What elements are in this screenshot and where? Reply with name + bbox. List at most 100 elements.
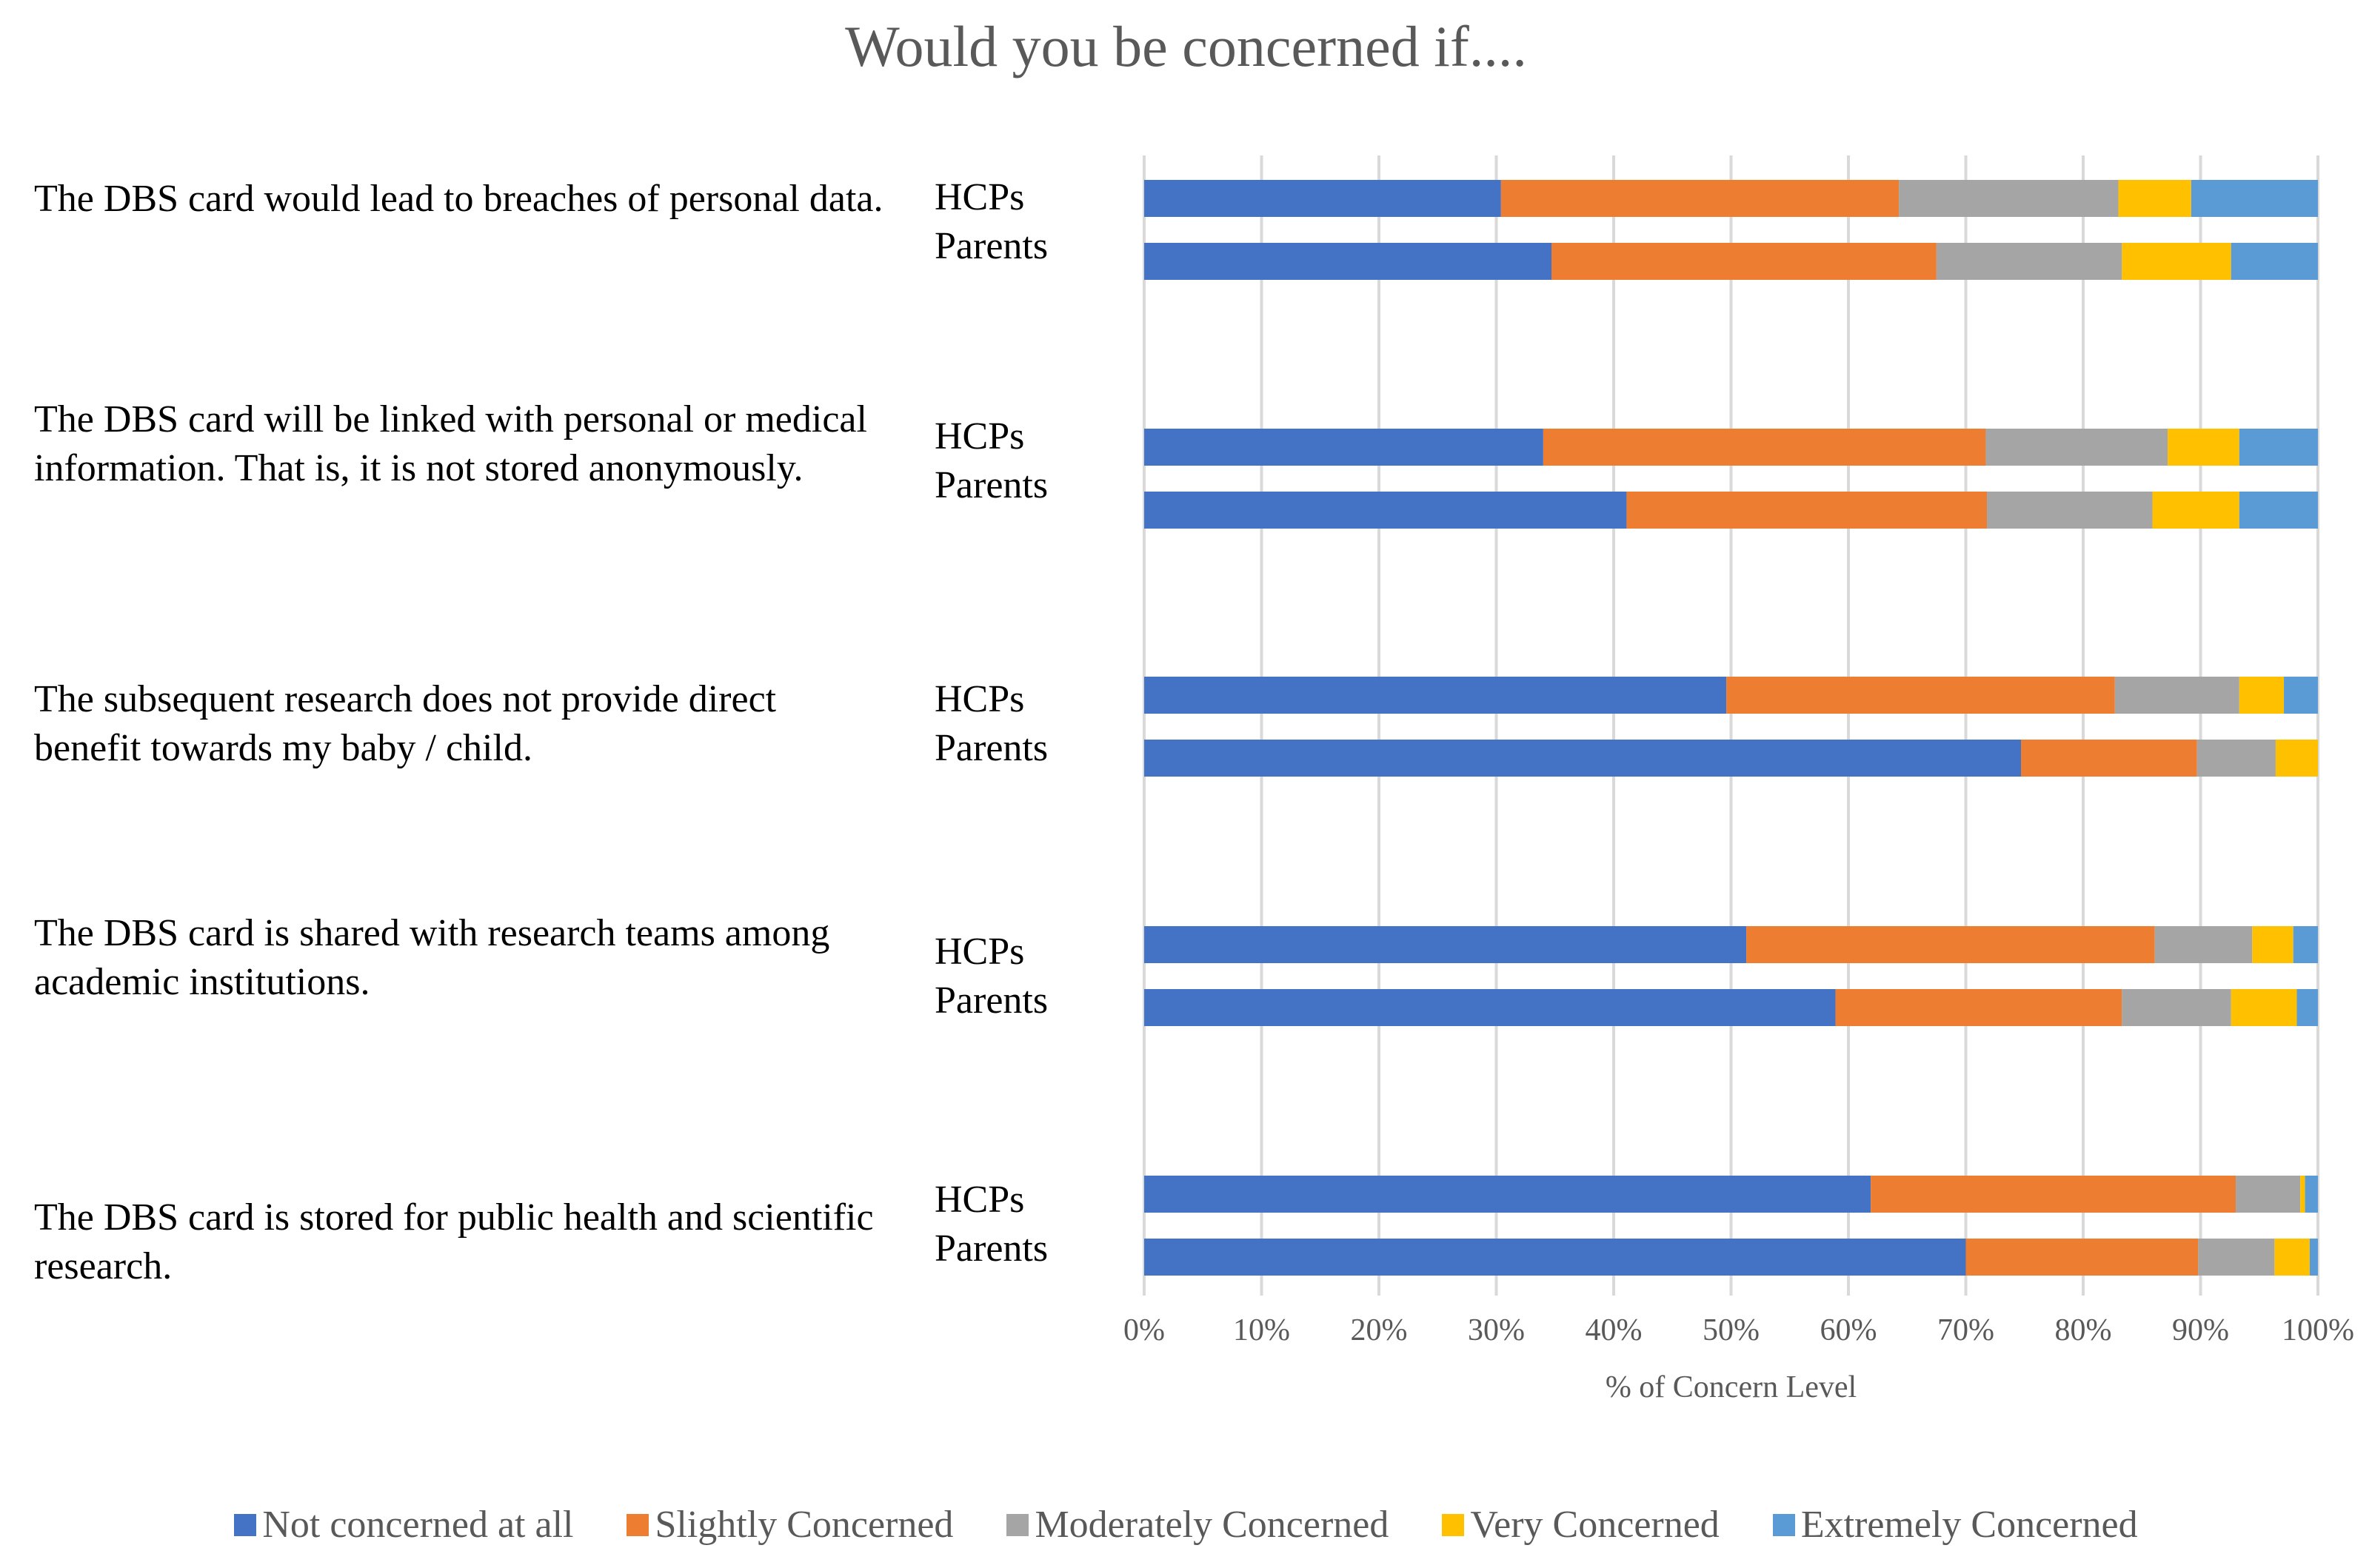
legend-label: Slightly Concerned bbox=[655, 1504, 954, 1546]
legend-item: Slightly Concerned bbox=[627, 1503, 953, 1547]
x-tick-label: 50% bbox=[1703, 1313, 1760, 1347]
bar-segment-moderately-concerned bbox=[1987, 492, 2153, 529]
legend-item: Extremely Concerned bbox=[1772, 1503, 2138, 1547]
question-label: The DBS card will be linked with persona… bbox=[34, 398, 867, 489]
bar-segment-moderately-concerned bbox=[1985, 429, 2168, 466]
bar-segment-not-concerned-at-all bbox=[1144, 492, 1627, 529]
legend: Not concerned at all Slightly Concerned Mo… bbox=[0, 1503, 2372, 1547]
respondent-group-labels: HCPs Parents bbox=[935, 1176, 1048, 1273]
respondent-group-label: HCPs bbox=[935, 931, 1025, 973]
bar-segment-extremely-concerned bbox=[2239, 429, 2318, 466]
bar-segment-not-concerned-at-all bbox=[1144, 243, 1551, 280]
x-tick-label: 40% bbox=[1586, 1313, 1643, 1347]
bar-segment-very-concerned bbox=[2122, 243, 2231, 280]
bar-segment-slightly-concerned bbox=[1726, 677, 2115, 714]
legend-label: Not concerned at all bbox=[262, 1504, 574, 1546]
respondent-group-label: Parents bbox=[935, 225, 1049, 267]
respondent-group-labels: HCPs Parents bbox=[935, 675, 1048, 773]
legend-item: Not concerned at all bbox=[234, 1503, 573, 1547]
legend-label: Very Concerned bbox=[1470, 1504, 1720, 1546]
bar-segment-extremely-concerned bbox=[2191, 180, 2318, 217]
bar-segment-extremely-concerned bbox=[2231, 243, 2318, 280]
respondent-group-labels: HCPs Parents bbox=[935, 412, 1048, 510]
bar-segment-very-concerned bbox=[2275, 740, 2318, 777]
x-tick-label: 90% bbox=[2172, 1313, 2229, 1347]
question-label: The subsequent research does not provide… bbox=[34, 678, 777, 769]
bar-segment-very-concerned bbox=[2168, 429, 2239, 466]
x-tick-label: 70% bbox=[1937, 1313, 1994, 1347]
x-tick-label: 60% bbox=[1820, 1313, 1877, 1347]
bar-segment-very-concerned bbox=[2239, 677, 2285, 714]
respondent-group-label: Parents bbox=[935, 979, 1049, 1022]
bar-segment-very-concerned bbox=[2118, 180, 2191, 217]
bar-segment-very-concerned bbox=[2274, 1239, 2310, 1276]
bar-segment-very-concerned bbox=[2300, 1176, 2305, 1213]
bar-segment-not-concerned-at-all bbox=[1144, 1239, 1966, 1276]
bar-segment-moderately-concerned bbox=[2154, 926, 2253, 963]
legend-label: Moderately Concerned bbox=[1035, 1504, 1389, 1546]
bar-segment-slightly-concerned bbox=[2020, 740, 2197, 777]
legend-label: Extremely Concerned bbox=[1800, 1504, 2138, 1546]
bar-segment-slightly-concerned bbox=[1551, 243, 1937, 280]
x-tick-label: 10% bbox=[1233, 1313, 1290, 1347]
bar-segment-slightly-concerned bbox=[1626, 492, 1988, 529]
bar-segment-extremely-concerned bbox=[2296, 989, 2318, 1026]
bar-segment-moderately-concerned bbox=[1899, 180, 2119, 217]
bar-segment-moderately-concerned bbox=[2122, 989, 2231, 1026]
respondent-group-labels: HCPs Parents bbox=[935, 173, 1048, 271]
legend-item: Very Concerned bbox=[1442, 1503, 1720, 1547]
legend-item: Moderately Concerned bbox=[1006, 1503, 1389, 1547]
respondent-group-labels: HCPs Parents bbox=[935, 928, 1048, 1025]
bar-segment-moderately-concerned bbox=[2114, 677, 2239, 714]
bar-segment-not-concerned-at-all bbox=[1144, 740, 2021, 777]
respondent-group-label: Parents bbox=[935, 727, 1049, 769]
question-label: The DBS card is stored for public health… bbox=[34, 1196, 874, 1287]
x-tick-label: 80% bbox=[2055, 1313, 2112, 1347]
bar-segment-slightly-concerned bbox=[1543, 429, 1986, 466]
bar-segment-extremely-concerned bbox=[2284, 677, 2318, 714]
bar-segment-moderately-concerned bbox=[1936, 243, 2122, 280]
bar-segment-moderately-concerned bbox=[2236, 1176, 2301, 1213]
bar-segment-slightly-concerned bbox=[1500, 180, 1900, 217]
x-tick-label: 20% bbox=[1351, 1313, 1408, 1347]
legend-swatch bbox=[627, 1513, 649, 1536]
respondent-group-label: HCPs bbox=[935, 176, 1025, 218]
respondent-group-label: HCPs bbox=[935, 678, 1025, 720]
respondent-group-label: HCPs bbox=[935, 415, 1025, 458]
respondent-group-label: Parents bbox=[935, 1227, 1049, 1270]
legend-swatch bbox=[1006, 1513, 1029, 1536]
question-label: The DBS card is shared with research tea… bbox=[34, 912, 830, 1003]
bar-segment-extremely-concerned bbox=[2305, 1176, 2318, 1213]
bar-segment-moderately-concerned bbox=[2196, 740, 2276, 777]
bar-segment-not-concerned-at-all bbox=[1144, 989, 1836, 1026]
bar-segment-not-concerned-at-all bbox=[1144, 1176, 1871, 1213]
x-tick-label: 0% bbox=[1123, 1313, 1165, 1347]
bar-segment-not-concerned-at-all bbox=[1144, 429, 1543, 466]
bar-segment-very-concerned bbox=[2231, 989, 2297, 1026]
legend-swatch bbox=[234, 1513, 257, 1536]
legend-swatch bbox=[1772, 1513, 1795, 1536]
bar-segment-not-concerned-at-all bbox=[1144, 180, 1501, 217]
respondent-group-label: HCPs bbox=[935, 1179, 1025, 1221]
bar-segment-very-concerned bbox=[2152, 492, 2239, 529]
respondent-group-label: Parents bbox=[935, 464, 1049, 506]
x-axis-label: % of Concern Level bbox=[1605, 1370, 1857, 1404]
bar-segment-slightly-concerned bbox=[1871, 1176, 2236, 1213]
bar-segment-very-concerned bbox=[2252, 926, 2294, 963]
bar-segment-extremely-concerned bbox=[2239, 492, 2318, 529]
bar-segment-not-concerned-at-all bbox=[1144, 677, 1727, 714]
bar-segment-extremely-concerned bbox=[2293, 926, 2318, 963]
bar-segment-moderately-concerned bbox=[2198, 1239, 2275, 1276]
bar-segment-slightly-concerned bbox=[1965, 1239, 2199, 1276]
bar-segment-slightly-concerned bbox=[1746, 926, 2155, 963]
x-tick-label: 30% bbox=[1468, 1313, 1525, 1347]
chart-title: Would you be concerned if.... bbox=[845, 14, 1527, 78]
bar-segment-slightly-concerned bbox=[1835, 989, 2122, 1026]
bar-segment-extremely-concerned bbox=[2309, 1239, 2318, 1276]
bar-segment-not-concerned-at-all bbox=[1144, 926, 1747, 963]
question-label: The DBS card would lead to breaches of p… bbox=[34, 178, 883, 220]
legend-swatch bbox=[1442, 1513, 1465, 1536]
x-tick-label: 100% bbox=[2282, 1313, 2354, 1347]
